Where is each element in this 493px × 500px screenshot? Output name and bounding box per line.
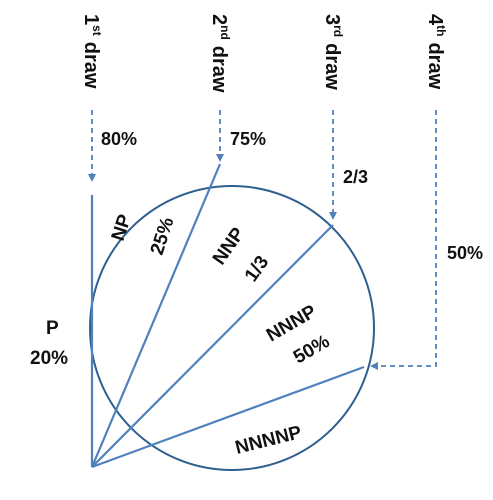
- region-np-name: NP: [108, 212, 136, 244]
- region-nnnp-probability: 50%: [290, 331, 334, 368]
- draw-4-probability: 50%: [447, 243, 483, 263]
- draw-1-probability: 80%: [101, 129, 137, 149]
- divider-3: [91, 224, 334, 468]
- draw-4-arrow: [370, 110, 437, 370]
- sample-circle: [89, 185, 375, 471]
- draw-3-probability: 2/3: [343, 167, 368, 187]
- draw-arrows: [88, 110, 437, 370]
- draw-1-heading: 1stdraw: [80, 14, 104, 89]
- region-divider-lines: [90, 163, 365, 469]
- region-p-probability: 20%: [30, 348, 68, 369]
- draw-2-heading: 2nddraw: [208, 14, 232, 93]
- region-nnnnp-name: NNNNP: [233, 422, 304, 459]
- region-nnp-name: NNP: [209, 224, 249, 269]
- region-np-probability: 25%: [147, 215, 179, 258]
- draw-3-heading: 3rddraw: [321, 14, 345, 90]
- region-nnp-probability: 1/3: [241, 252, 273, 286]
- region-p-name: P: [46, 318, 59, 339]
- draw-4-heading: 4thdraw: [424, 14, 448, 90]
- divider-2: [90, 163, 222, 468]
- divider-4: [91, 365, 365, 469]
- draw-2-probability: 75%: [230, 129, 266, 149]
